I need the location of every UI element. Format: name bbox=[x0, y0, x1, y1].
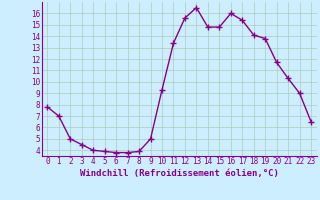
X-axis label: Windchill (Refroidissement éolien,°C): Windchill (Refroidissement éolien,°C) bbox=[80, 169, 279, 178]
